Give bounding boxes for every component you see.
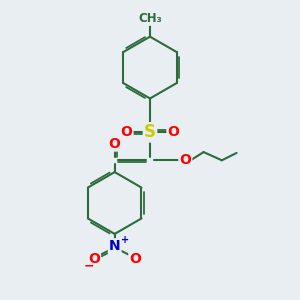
- Text: CH₃: CH₃: [138, 12, 162, 25]
- Text: O: O: [179, 153, 191, 167]
- Text: N: N: [109, 239, 121, 253]
- Text: O: O: [129, 252, 141, 266]
- Text: −: −: [84, 259, 94, 272]
- Text: O: O: [88, 252, 100, 266]
- Text: O: O: [168, 125, 179, 139]
- Text: S: S: [144, 123, 156, 141]
- Text: O: O: [109, 136, 121, 151]
- Text: O: O: [121, 125, 132, 139]
- Text: +: +: [121, 235, 129, 245]
